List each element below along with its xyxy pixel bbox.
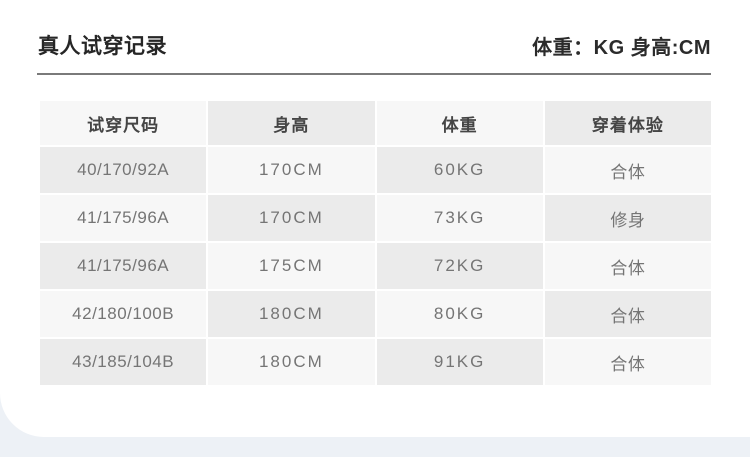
cell-fit: 修身 xyxy=(544,195,711,241)
cell-fit: 合体 xyxy=(544,339,711,385)
cell-height: 170CM xyxy=(208,147,375,193)
fitting-record-table: 试穿尺码 身高 体重 穿着体验 40/170/92A 170CM 60KG 合体… xyxy=(40,101,711,385)
cell-size: 41/175/96A xyxy=(40,195,207,241)
product-info-card: 真人试穿记录 体重：KG 身高:CM 试穿尺码 身高 体重 穿着体验 40/17… xyxy=(0,0,750,437)
cell-size: 43/185/104B xyxy=(40,339,207,385)
cell-height: 180CM xyxy=(208,339,375,385)
cell-weight: 60KG xyxy=(376,147,543,193)
cell-fit: 合体 xyxy=(544,147,711,193)
cell-weight: 91KG xyxy=(376,339,543,385)
cell-fit: 合体 xyxy=(544,243,711,289)
cell-weight: 72KG xyxy=(376,243,543,289)
units-note: 体重：KG 身高:CM xyxy=(532,37,711,59)
cell-weight: 80KG xyxy=(376,291,543,337)
cell-size: 42/180/100B xyxy=(40,291,207,337)
col-header-weight: 体重 xyxy=(376,101,543,145)
cell-size: 40/170/92A xyxy=(40,147,207,193)
section-title: 真人试穿记录 xyxy=(38,35,167,58)
col-header-fit: 穿着体验 xyxy=(544,101,711,145)
cell-height: 175CM xyxy=(208,243,375,289)
cell-height: 180CM xyxy=(208,291,375,337)
cell-fit: 合体 xyxy=(544,291,711,337)
col-header-size: 试穿尺码 xyxy=(40,101,207,145)
cell-size: 41/175/96A xyxy=(40,243,207,289)
header-divider xyxy=(37,73,711,75)
col-header-height: 身高 xyxy=(208,101,375,145)
cell-height: 170CM xyxy=(208,195,375,241)
cell-weight: 73KG xyxy=(376,195,543,241)
